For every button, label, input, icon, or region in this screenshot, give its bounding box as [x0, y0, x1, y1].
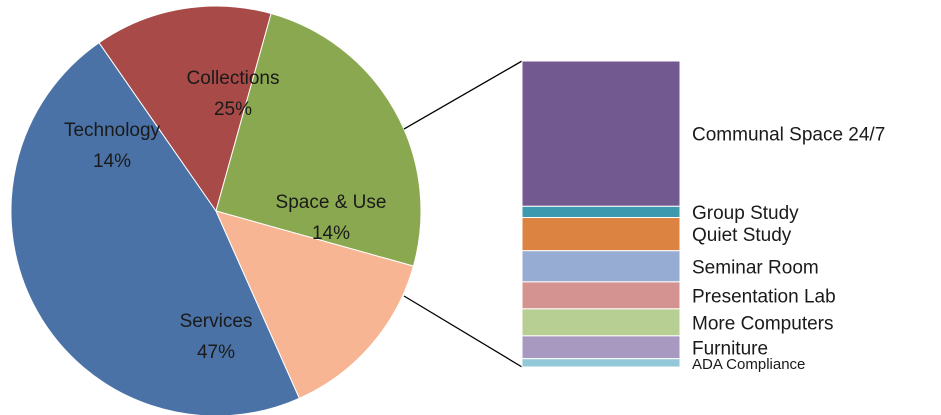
- bar-segment-seminar-room: [521, 250, 681, 283]
- connector-lines: [403, 60, 523, 368]
- bar-label-furniture: Furniture: [692, 338, 768, 359]
- pie-slice-technology: [98, 5, 272, 213]
- bar-label-presentation-lab: Presentation Lab: [692, 286, 836, 307]
- pie-slice-collections: [215, 12, 422, 267]
- pie-label-collections: Collections: [187, 68, 280, 89]
- bar-label-more-computers: More Computers: [692, 313, 834, 334]
- connector-line-top: [403, 60, 523, 130]
- main-pie: Services 47% Technology 14% Collections 25% Sp…: [10, 5, 422, 415]
- bar-label-quiet-study: Quiet Study: [692, 225, 792, 246]
- bar-segment-more-computers: [521, 308, 681, 337]
- pie-value-services: 47%: [197, 342, 235, 363]
- pie-value-space-use: 14%: [312, 223, 350, 244]
- bar-label-ada-compliance: ADA Compliance: [692, 356, 805, 373]
- pie-value-technology: 14%: [93, 151, 131, 172]
- bar-segment-furniture: [521, 335, 681, 360]
- bar-segment-presentation-lab: [521, 281, 681, 310]
- pie-label-technology: Technology: [64, 120, 161, 141]
- bar-segment-communal-space-24-7: [521, 60, 681, 207]
- bar-label-communal-space-24-7: Communal Space 24/7: [692, 125, 885, 146]
- bar-segment-group-study: [521, 205, 681, 219]
- bar-label-group-study: Group Study: [692, 203, 799, 224]
- bar-segment-ada-compliance: [521, 358, 681, 368]
- pie-value-collections: 25%: [214, 99, 252, 120]
- bar-label-seminar-room: Seminar Room: [692, 257, 819, 278]
- pie-slice-services: [10, 41, 301, 415]
- connector-line-bottom: [403, 295, 523, 368]
- bar-segment-quiet-study: [521, 217, 681, 252]
- pie-label-services: Services: [180, 311, 253, 332]
- pie-slice-space-use: [215, 210, 415, 399]
- pie-label-space-use: Space & Use: [276, 192, 387, 213]
